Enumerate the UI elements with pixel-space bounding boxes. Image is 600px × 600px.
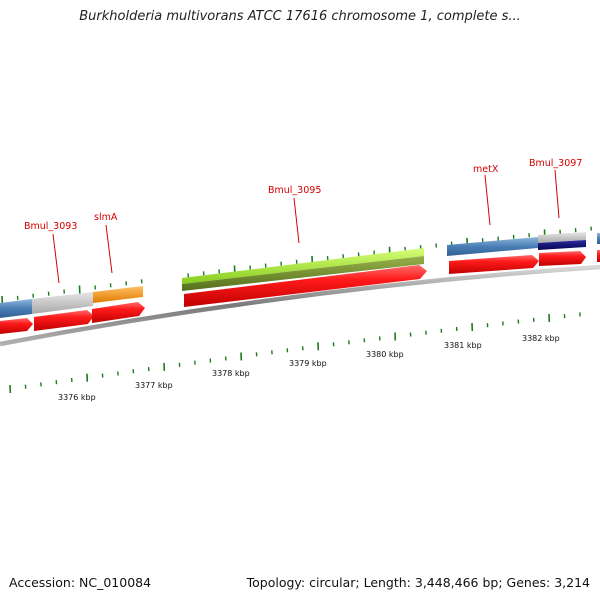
gene-bar-blue-left[interactable] (0, 299, 32, 318)
footer-summary: Topology: circular; Length: 3,448,466 bp… (246, 575, 590, 590)
gene-bar-lime-bmul3095[interactable] (182, 248, 424, 284)
callout-line-slma (105, 224, 113, 274)
gene-label-slma[interactable]: slmA (94, 212, 118, 223)
gene-bar-blue-edge[interactable] (597, 233, 600, 244)
arrow-right-edge[interactable] (597, 250, 600, 262)
callout-lines (52, 169, 560, 284)
callout-line-metx (484, 174, 491, 226)
genome-backbone (0, 264, 600, 347)
upper-tick-row (1, 226, 592, 305)
callout-line-bmul3095 (293, 197, 300, 244)
scale-label-3376: 3376 kbp (58, 393, 96, 402)
page-title: Burkholderia multivorans ATCC 17616 chro… (79, 9, 521, 24)
arrow-bmul3097[interactable] (539, 251, 586, 266)
gene-bar-navy-bmul3097[interactable] (538, 240, 586, 250)
arrow-metx[interactable] (449, 255, 539, 274)
lower-tick-row (9, 312, 581, 394)
scale-label-group: 3376 kbp 3377 kbp 3378 kbp 3379 kbp 3380… (58, 334, 560, 402)
gene-bar-orange-slma[interactable] (93, 286, 143, 303)
gene-label-metx[interactable]: metX (473, 164, 499, 175)
scale-label-3377: 3377 kbp (135, 381, 173, 390)
scale-label-3381: 3381 kbp (444, 341, 482, 350)
footer-accession: Accession: NC_010084 (9, 575, 152, 590)
scale-label-3382: 3382 kbp (522, 334, 560, 343)
callout-line-bmul3093 (52, 233, 60, 284)
gene-bar-olive-bmul3095[interactable] (182, 256, 424, 291)
arrow-slma[interactable] (92, 302, 145, 323)
gene-bar-grey-bmul3097[interactable] (538, 232, 586, 243)
arrow-bmul3093[interactable] (34, 310, 94, 331)
scale-label-3378: 3378 kbp (212, 369, 250, 378)
gene-label-bmul3093[interactable]: Bmul_3093 (24, 221, 77, 232)
gene-bar-grey-bmul3093[interactable] (32, 292, 93, 314)
forward-arrows (0, 250, 600, 334)
scale-label-3380: 3380 kbp (366, 350, 404, 359)
scale-label-3379: 3379 kbp (289, 359, 327, 368)
gene-bar-blue-metx[interactable] (447, 237, 538, 256)
gene-bars (0, 232, 600, 318)
gene-label-bmul3095[interactable]: Bmul_3095 (268, 185, 321, 196)
arrow-left-edge[interactable] (0, 318, 33, 334)
callout-line-bmul3097 (554, 169, 560, 219)
arrow-bmul3095[interactable] (184, 265, 427, 307)
gene-label-group: Bmul_3093 slmA Bmul_3095 metX Bmul_3097 (24, 158, 582, 232)
gene-label-bmul3097[interactable]: Bmul_3097 (529, 158, 582, 169)
